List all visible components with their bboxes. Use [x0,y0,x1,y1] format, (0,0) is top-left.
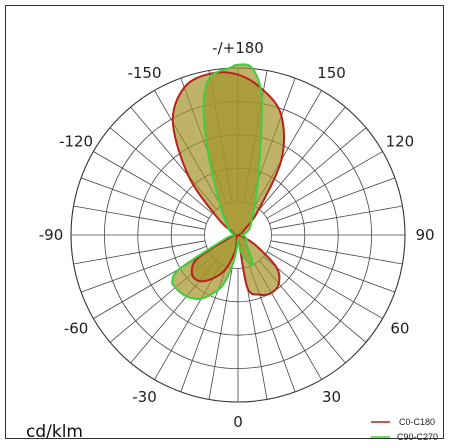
angle-label: 150 [317,64,346,82]
grid-spoke [259,106,346,210]
series-line-c90-c270 [171,63,263,300]
legend-label-c0-c180: C0-C180 [399,417,435,427]
unit-label: cd/klm [26,422,83,442]
grid-spoke [266,151,383,219]
grid-spoke [269,246,396,293]
grid-spoke [269,177,396,224]
angle-label: -60 [64,320,89,338]
grid-spoke [263,127,367,214]
grid-spoke [80,246,207,293]
angle-label: 90 [415,226,434,244]
angle-label: -120 [59,133,93,151]
series-line-c0-c180 [171,71,286,296]
angle-label: -/+180 [212,39,264,57]
grid-spoke [73,205,206,230]
grid-spoke [263,256,367,343]
angle-label: -150 [127,64,161,82]
grid-spoke [109,127,213,214]
distribution-curves [171,63,286,300]
angle-labels: -/+180 150 -150 120 -120 90 -90 60 -60 30 -30 0 [39,39,435,431]
angle-label: -90 [39,226,64,244]
grid-spoke [208,267,233,400]
legend: C0-C180 C90-C270 [371,417,438,442]
legend-label-c90-c270: C90-C270 [397,432,438,442]
grid-spoke [73,240,206,265]
grid-spoke [266,251,383,319]
angle-label: 30 [322,388,341,406]
angle-label: 60 [390,320,409,338]
angle-label: 120 [386,133,415,151]
grid-spoke [270,205,403,230]
angle-label: -30 [132,388,157,406]
grid-spoke [270,240,403,265]
angle-label: 0 [233,413,243,431]
grid-spoke [93,151,210,219]
grid-spoke [80,177,207,224]
